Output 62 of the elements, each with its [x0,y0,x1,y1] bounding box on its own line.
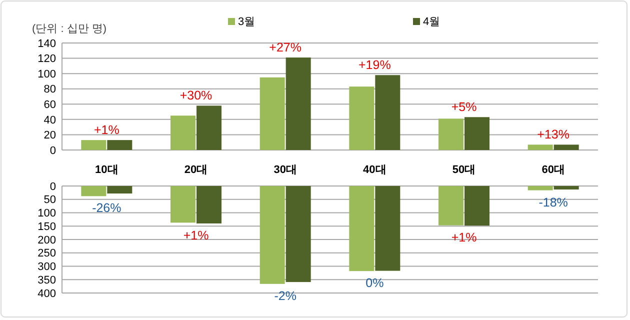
bar [170,116,196,150]
bar [196,106,222,150]
bar [554,144,579,150]
bar [375,186,400,271]
y-tick-label: 80 [44,84,56,96]
x-tick-label: 60대 [542,164,565,176]
y-axis-title: (단위 : 십만 명) [32,23,107,35]
bar [81,186,106,196]
annotation: +19% [358,58,391,72]
bar [349,186,374,272]
annotation: +1% [94,123,120,138]
annotation: -2% [274,288,296,303]
y-tick-label: 120 [38,53,56,66]
y-tick-label: 100 [38,208,56,220]
y-tick-label: 140 [38,38,56,50]
y-tick-label: 40 [44,114,56,126]
y-tick-label: 0 [50,180,56,193]
bar [528,186,553,190]
annotation: +30% [180,88,212,103]
annotation: +13% [537,128,570,142]
y-tick-label: 50 [44,194,56,206]
bar [554,186,579,190]
bar [107,186,132,194]
bar [81,140,106,150]
y-tick-label: 200 [38,234,56,246]
annotation: +1% [451,230,477,245]
bar [438,186,464,226]
bar [260,186,285,284]
y-tick-label: 20 [44,130,56,142]
x-tick-label: 10대 [95,164,118,176]
bar [170,186,196,223]
bar [464,186,490,226]
bar [375,75,400,150]
y-tick-label: 350 [38,274,56,286]
bar [286,58,311,150]
y-tick-label: 250 [38,248,56,260]
legend-label: 4월 [423,16,440,28]
annotation: -26% [92,201,122,216]
y-tick-label: 400 [38,288,56,300]
bar [107,140,132,150]
x-tick-label: 20대 [184,164,208,176]
bar [349,86,374,150]
bar [464,117,490,150]
x-tick-label: 40대 [363,164,386,176]
bar [196,186,222,224]
y-tick-label: 150 [38,220,56,233]
annotation: 0% [366,276,384,290]
annotation: +27% [269,40,302,55]
x-tick-label: 50대 [452,164,476,176]
annotation: +5% [451,100,477,114]
legend-label: 3월 [238,16,256,28]
x-tick-label: 30대 [274,164,297,176]
y-tick-label: 100 [38,68,56,80]
bar [528,144,553,150]
bar [260,77,285,150]
annotation: +1% [183,228,209,242]
bar [438,118,464,150]
y-tick-label: 0 [50,144,56,157]
y-tick-label: 300 [38,261,56,274]
annotation: -18% [538,195,568,210]
y-tick-label: 60 [44,98,56,111]
bar [286,186,311,282]
